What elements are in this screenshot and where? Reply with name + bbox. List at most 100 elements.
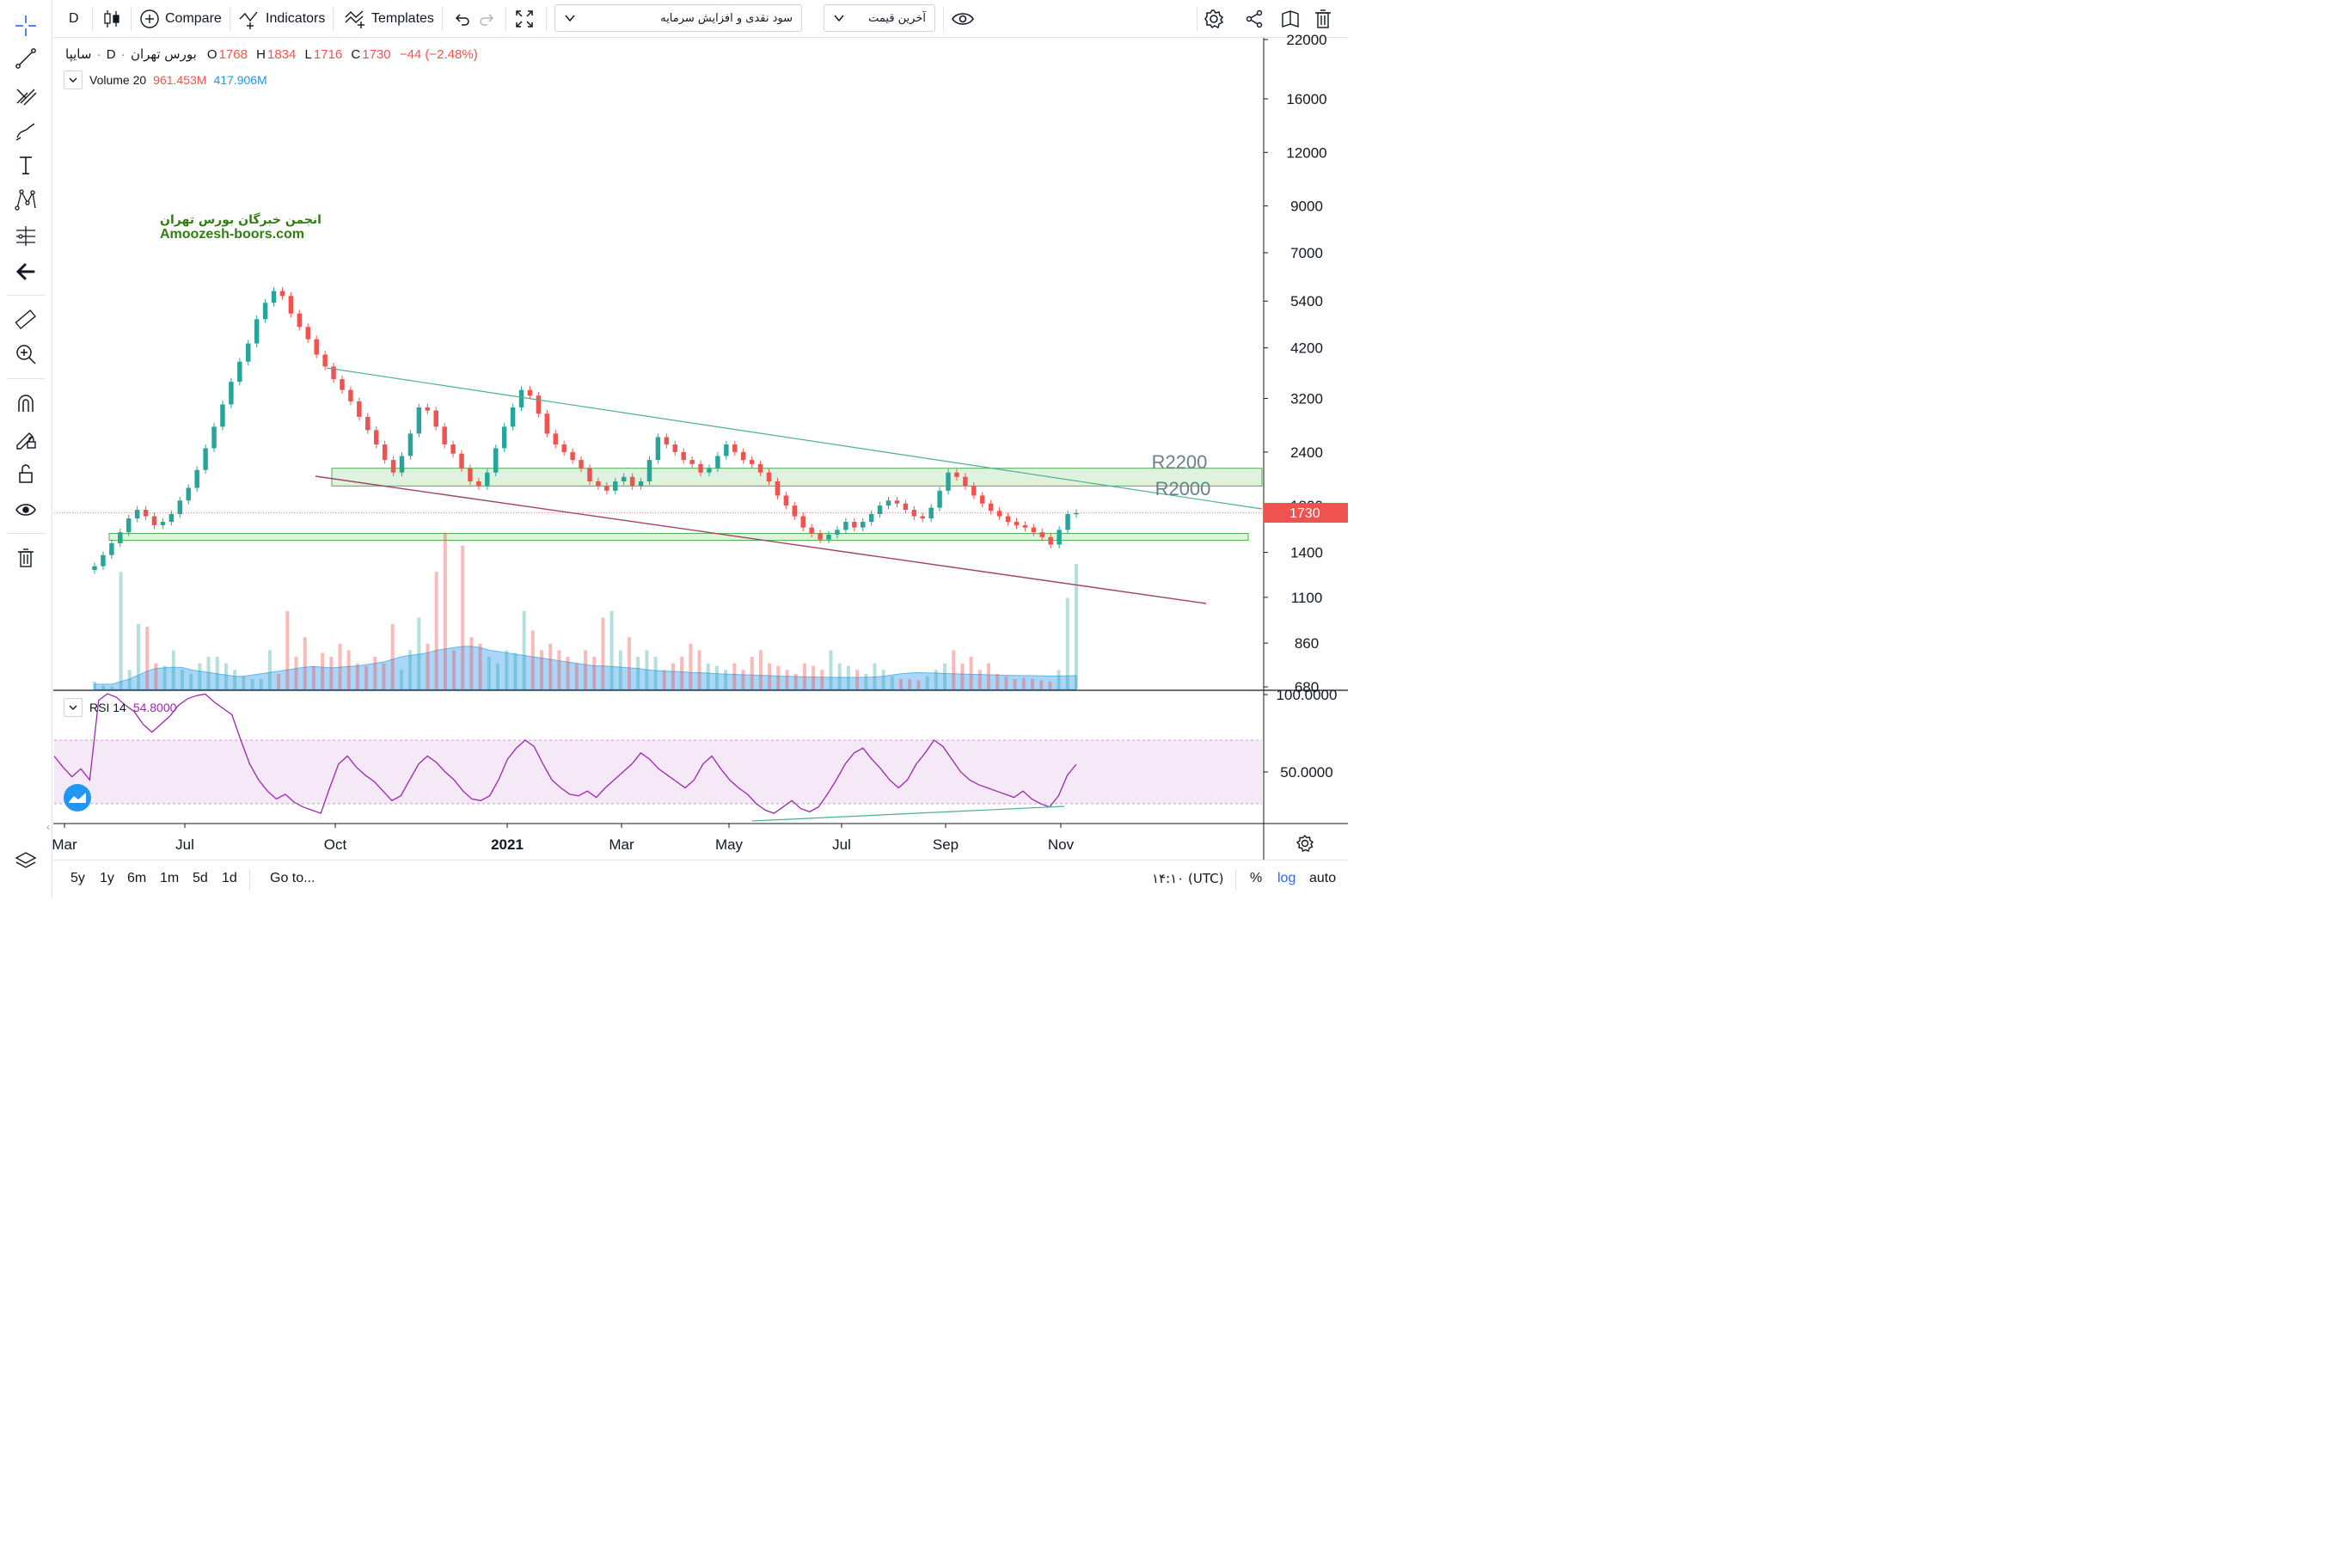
candle[interactable] — [971, 486, 977, 496]
candle[interactable] — [732, 444, 738, 452]
crosshair-icon[interactable] — [12, 12, 40, 40]
candle[interactable] — [587, 468, 592, 481]
prediction-icon[interactable] — [12, 222, 40, 249]
candle[interactable] — [126, 518, 132, 533]
candle[interactable] — [613, 481, 618, 491]
candle[interactable] — [390, 460, 396, 473]
candle[interactable] — [707, 468, 712, 473]
candle[interactable] — [322, 354, 328, 367]
auto-toggle[interactable]: auto — [1309, 871, 1337, 885]
candle[interactable] — [433, 410, 438, 427]
percent-toggle[interactable]: % — [1250, 871, 1263, 885]
range-5y[interactable]: 5y — [70, 871, 85, 885]
price-pane[interactable] — [54, 287, 1264, 604]
candle[interactable] — [954, 472, 959, 477]
candle[interactable] — [1014, 522, 1020, 525]
candle[interactable] — [1074, 512, 1079, 515]
range-1d[interactable]: 1d — [222, 871, 237, 885]
rsi-legend[interactable]: RSI 14 54.8000 — [64, 698, 178, 717]
trash-icon[interactable] — [12, 544, 40, 572]
candle[interactable] — [715, 456, 720, 469]
pitchfork-icon[interactable] — [12, 81, 40, 108]
candle[interactable] — [843, 522, 848, 530]
dividend-select[interactable]: سود نقدی و افزایش سرمایه — [554, 4, 802, 32]
rsi-pane[interactable] — [53, 693, 1262, 822]
candle[interactable] — [101, 554, 106, 567]
brush-icon[interactable] — [12, 117, 40, 144]
candle[interactable] — [946, 472, 951, 491]
candle[interactable] — [1065, 514, 1070, 530]
symbol-legend[interactable]: سایپا · D · بورس تهران O 1768 H 1834 L 1716… — [65, 46, 478, 62]
candle[interactable] — [749, 460, 755, 464]
candle[interactable] — [672, 444, 678, 452]
candle[interactable] — [476, 481, 481, 487]
candle[interactable] — [698, 463, 703, 473]
candle[interactable] — [783, 495, 789, 506]
text-tool-icon[interactable] — [12, 151, 40, 179]
candle[interactable] — [1039, 532, 1045, 537]
candle[interactable] — [861, 522, 866, 528]
settings-gear-icon[interactable] — [1204, 0, 1224, 37]
candle[interactable] — [134, 510, 140, 519]
candle[interactable] — [681, 451, 686, 461]
candle[interactable] — [1022, 524, 1028, 528]
candle[interactable] — [211, 426, 217, 449]
candle[interactable] — [596, 481, 601, 487]
candle[interactable] — [928, 507, 934, 519]
candle[interactable] — [340, 379, 345, 390]
share-icon[interactable] — [1245, 0, 1264, 37]
candle[interactable] — [655, 437, 661, 461]
candle[interactable] — [442, 426, 447, 445]
rsi-line[interactable] — [53, 693, 1077, 814]
candle[interactable] — [996, 511, 1002, 517]
candle[interactable] — [143, 510, 149, 517]
candle[interactable] — [724, 444, 729, 456]
candle[interactable] — [271, 291, 277, 303]
candle[interactable] — [510, 407, 516, 427]
templates-button[interactable]: Templates — [344, 0, 434, 37]
candle[interactable] — [186, 487, 191, 501]
tradingview-logo-icon[interactable] — [64, 784, 91, 812]
candle[interactable] — [885, 500, 891, 506]
candle[interactable] — [809, 527, 814, 534]
candle[interactable] — [553, 433, 558, 445]
range-1m[interactable]: 1m — [160, 871, 180, 885]
undo-icon[interactable] — [452, 0, 469, 37]
candle[interactable] — [1057, 530, 1062, 545]
candle[interactable] — [835, 530, 840, 535]
candle[interactable] — [459, 453, 464, 469]
candle[interactable] — [629, 476, 635, 487]
candle[interactable] — [493, 448, 499, 473]
candle[interactable] — [868, 514, 874, 523]
ruler-icon[interactable] — [12, 306, 40, 334]
candle[interactable] — [980, 495, 985, 504]
pattern-icon[interactable] — [12, 186, 40, 213]
price-axis[interactable]: 22000 16000 12000 9000 7000 5400 4200 3200 2400 1… — [53, 32, 1348, 860]
redo-icon[interactable] — [480, 0, 497, 37]
candles-icon[interactable] — [103, 0, 120, 37]
clock-display[interactable]: ۱۴:۱۰ (UTC) — [1152, 871, 1224, 886]
eye-icon[interactable] — [951, 0, 975, 37]
candle[interactable] — [536, 395, 542, 414]
candle[interactable] — [288, 296, 294, 314]
candle[interactable] — [800, 516, 805, 528]
compare-button[interactable]: Compare — [139, 0, 222, 37]
lock-drawing-icon[interactable] — [12, 425, 40, 452]
snapshot-icon[interactable] — [1280, 0, 1301, 37]
range-6m[interactable]: 6m — [127, 871, 147, 885]
candle[interactable] — [468, 468, 473, 481]
collapse-legend-button[interactable] — [64, 698, 83, 717]
candle[interactable] — [254, 319, 260, 344]
candle[interactable] — [92, 566, 97, 571]
rsi-divergence-trendline[interactable] — [751, 805, 1065, 822]
candle[interactable] — [852, 522, 857, 528]
candle[interactable] — [357, 401, 362, 417]
candle[interactable] — [203, 448, 208, 470]
candle[interactable] — [570, 451, 575, 461]
arrow-back-icon[interactable] — [12, 258, 40, 285]
candle[interactable] — [1005, 516, 1011, 523]
support-zone[interactable] — [108, 533, 1249, 542]
indicators-button[interactable]: Indicators — [238, 0, 325, 37]
candle[interactable] — [177, 500, 183, 515]
candle[interactable] — [527, 389, 533, 396]
